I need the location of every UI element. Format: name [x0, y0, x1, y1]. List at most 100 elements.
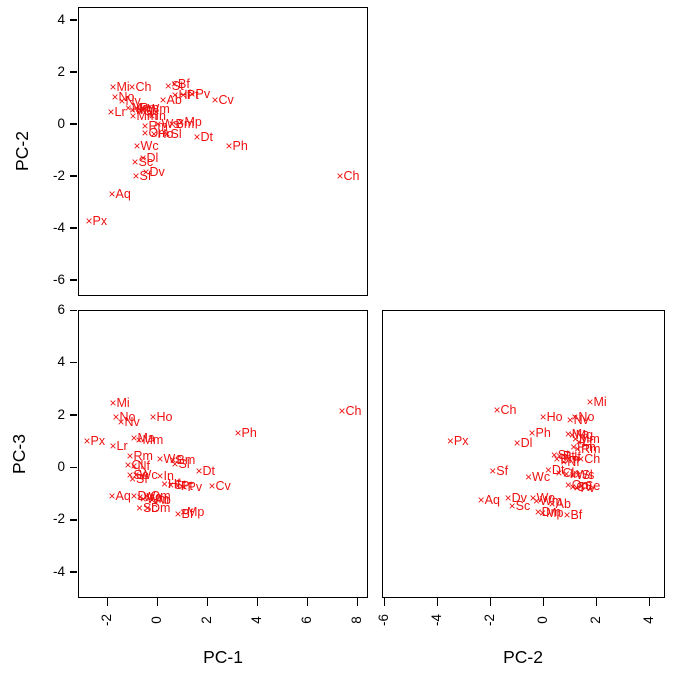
data-point-pt: ×Pt	[174, 479, 193, 493]
x-marker-icon: ×	[570, 440, 578, 455]
y-axis-tick	[70, 571, 78, 573]
point-label: Mp	[546, 505, 564, 520]
point-label: No	[578, 410, 595, 425]
y-axis-tick	[70, 279, 78, 281]
x-axis-tick-label: 4	[248, 616, 264, 624]
x-marker-icon: ×	[569, 467, 577, 482]
x-marker-icon: ×	[112, 410, 120, 425]
data-point-pv: ×Pv	[189, 87, 211, 101]
x-axis-tick-label: 6	[298, 616, 314, 624]
y-axis-tick	[70, 466, 78, 469]
point-label: Px	[92, 213, 108, 228]
point-label: Dt	[202, 463, 216, 478]
data-point-sc: ×Sc	[132, 155, 154, 169]
y-axis-tick-label: -4	[52, 219, 65, 235]
data-point-nv: ×Nv	[118, 415, 140, 429]
x-marker-icon: ×	[164, 78, 172, 93]
x-marker-icon: ×	[544, 463, 552, 478]
x-marker-icon: ×	[129, 108, 137, 123]
data-point-wc: ×Wc	[525, 470, 550, 484]
point-label: St	[174, 478, 187, 493]
point-label: Bf	[181, 506, 194, 521]
x-marker-icon: ×	[140, 102, 148, 117]
data-point-px: ×Px	[84, 434, 106, 448]
data-point-rm: ×Rm	[574, 442, 600, 456]
point-label: Nf	[567, 455, 580, 470]
x-marker-icon: ×	[142, 164, 150, 179]
x-marker-icon: ×	[555, 465, 563, 480]
data-point-ch: ×Ch	[129, 80, 152, 94]
x-marker-icon: ×	[573, 481, 581, 495]
data-point-mg: ×Mg	[129, 103, 153, 117]
point-label: Ws	[163, 451, 182, 466]
x-marker-icon: ×	[577, 451, 585, 466]
data-point-om: ×Om	[142, 126, 169, 140]
x-marker-icon: ×	[234, 425, 242, 440]
point-label: Sf	[136, 472, 148, 487]
x-marker-icon: ×	[136, 489, 144, 504]
data-point-ho: ×Ho	[151, 127, 174, 141]
x-marker-icon: ×	[563, 507, 571, 522]
point-label: Aq	[115, 488, 131, 503]
x-marker-icon: ×	[135, 432, 143, 447]
data-point-lr: ×Lr	[110, 439, 128, 453]
x-marker-icon: ×	[208, 478, 216, 493]
data-point-sc: ×Sc	[509, 499, 531, 513]
x-marker-icon: ×	[532, 494, 540, 509]
point-label: In	[155, 108, 166, 123]
point-label: Wo	[143, 489, 163, 504]
point-label: Se	[144, 104, 160, 119]
point-label: Ch	[343, 169, 360, 184]
x-marker-icon: ×	[149, 410, 157, 425]
point-label: Ab	[166, 92, 182, 107]
data-point-ma: ×Ma	[565, 427, 589, 441]
point-label: Mg	[136, 103, 154, 118]
y-axis-tick-label: 2	[57, 63, 65, 79]
point-label: Dt	[551, 463, 565, 478]
data-point-px: ×Px	[447, 434, 469, 448]
x-marker-icon: ×	[143, 488, 151, 503]
x-marker-icon: ×	[525, 470, 533, 485]
data-point-bf: ×Bf	[171, 77, 190, 91]
y-axis-title-pc3: PC-3	[9, 434, 29, 474]
point-label: Sl	[170, 126, 182, 141]
x-axis-tick	[436, 597, 439, 606]
point-label: Sf	[496, 463, 509, 478]
y-axis-tick	[70, 309, 78, 312]
point-label: In	[569, 466, 581, 481]
x-marker-icon: ×	[180, 480, 188, 495]
point-label: Cl	[131, 457, 144, 472]
x-marker-icon: ×	[169, 452, 177, 467]
point-label: Cl	[562, 465, 575, 480]
point-label: In	[163, 468, 174, 483]
y-axis-tick-label: 6	[57, 302, 65, 317]
data-point-bm: ×Bm	[170, 453, 196, 467]
data-point-in: ×In	[157, 469, 174, 483]
x-marker-icon: ×	[566, 413, 574, 428]
x-marker-icon: ×	[111, 90, 119, 105]
scatter-panel-pc3-vs-pc2: ×Mi ×Ch ×Ho ×No ×Nv ×Ph ×Px ×Dl ×Ma ×Mg ×Mm ×Lr ×Pm ×…	[376, 310, 665, 626]
data-point-px: ×Px	[86, 214, 108, 228]
point-label: Px	[453, 433, 469, 448]
point-label: Dv	[511, 490, 527, 505]
point-label: St	[171, 78, 184, 93]
x-marker-icon: ×	[528, 425, 536, 440]
point-label: Bm	[176, 452, 196, 467]
point-label: Mm	[142, 432, 164, 447]
y-axis-tick-label: 0	[57, 459, 65, 475]
point-label: Lr	[582, 434, 594, 449]
x-marker-icon: ×	[131, 155, 139, 170]
point-label: Dm	[151, 501, 171, 516]
point-label: Mi	[116, 395, 130, 410]
data-point-ab: ×Ab	[149, 493, 171, 507]
data-point-dv: ×Dv	[131, 489, 153, 503]
data-point-ph: ×Ph	[226, 139, 248, 153]
point-label: Pm	[140, 101, 159, 116]
point-label: Om	[571, 477, 592, 492]
x-marker-icon: ×	[504, 490, 512, 505]
data-point-mg: ×Mg	[569, 428, 593, 442]
x-marker-icon: ×	[211, 92, 219, 107]
point-label: Cv	[218, 92, 234, 107]
data-point-dv: ×Dv	[505, 491, 527, 505]
x-marker-icon: ×	[163, 126, 171, 141]
